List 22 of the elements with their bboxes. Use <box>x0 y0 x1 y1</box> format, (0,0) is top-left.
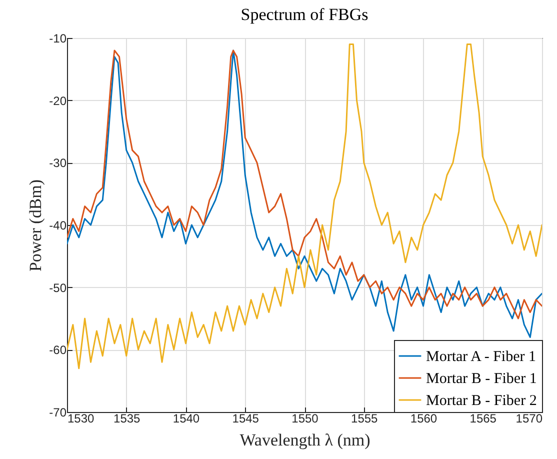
x-tick-label: 1545 <box>232 412 260 426</box>
x-tick-label: 1550 <box>292 412 319 426</box>
x-tick-label: 1540 <box>172 412 200 426</box>
legend-label: Mortar B - Fiber 1 <box>426 371 537 387</box>
x-tick-label: 1570 <box>516 412 543 426</box>
x-tick-label: 1530 <box>68 412 95 426</box>
legend-label: Mortar A - Fiber 1 <box>426 349 536 365</box>
y-tick-label: -20 <box>49 94 67 108</box>
x-axis-title: Wavelength λ (nm) <box>240 430 370 450</box>
x-tick-label: 1560 <box>410 412 438 426</box>
y-tick-label: -10 <box>49 32 67 46</box>
x-tick-label: 1535 <box>114 412 141 426</box>
y-axis-title: Power (dBm) <box>26 179 46 272</box>
chart-title: Spectrum of FBGs <box>240 5 368 24</box>
legend-label: Mortar B - Fiber 2 <box>426 393 537 409</box>
y-tick-label: -50 <box>49 280 67 295</box>
x-tick-label: 1565 <box>470 412 497 426</box>
x-tick-label: 1555 <box>351 412 378 426</box>
y-tick-label: -60 <box>49 343 67 358</box>
y-tick-label: -30 <box>49 156 67 170</box>
y-tick-label: -70 <box>49 406 67 420</box>
y-tick-label: -40 <box>49 218 67 232</box>
